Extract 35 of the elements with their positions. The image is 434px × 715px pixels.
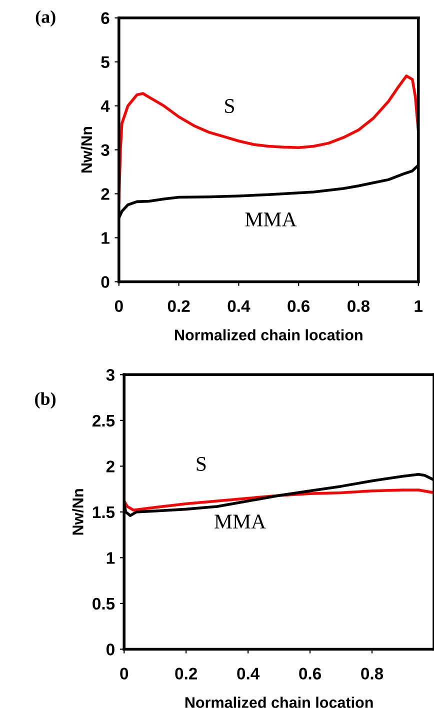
x-tick-label: 0.4	[228, 300, 250, 312]
x-tick-label: 0.2	[168, 300, 190, 312]
x-tick-label: 0.8	[348, 300, 370, 312]
y-axis-title: Nw/Nn	[72, 489, 84, 535]
y-tick-label: 1.5	[92, 506, 115, 518]
y-tick-label: 0.5	[92, 598, 115, 610]
x-tick-label: 0.6	[288, 300, 310, 312]
x-tick-label: 0.6	[299, 668, 322, 680]
x-axis-title: Normalized chain location	[185, 696, 373, 708]
y-tick-label: 6	[101, 12, 110, 24]
y-tick-label: 5	[101, 56, 110, 68]
x-tick-label: 0.8	[361, 668, 384, 680]
y-tick-label: 0	[101, 276, 110, 288]
y-tick-label: 1	[102, 232, 110, 244]
y-tick-label: 2	[101, 188, 110, 200]
y-tick-label: 2	[106, 460, 114, 472]
x-tick-label: 0	[114, 300, 123, 312]
x-axis-title: Normalized chain location	[175, 329, 362, 340]
annotation: MMA	[214, 514, 266, 528]
y-tick-label: 0	[106, 644, 114, 656]
y-tick-label: 2.5	[92, 414, 115, 427]
x-tick-label: 0.2	[175, 668, 198, 680]
y-tick-label: 3	[106, 369, 114, 381]
text: (b)	[35, 392, 56, 409]
chart-title: (a)	[36, 10, 56, 27]
x-tick-label: 1	[414, 300, 423, 312]
y-axis-title: Nw/Nn	[80, 126, 92, 173]
x-tick-label: 0.4	[237, 668, 260, 680]
y-tick-label: 3	[101, 144, 110, 156]
annotation: S	[225, 99, 234, 114]
annotation: S	[196, 456, 206, 471]
x-tick-label: 0	[120, 668, 128, 680]
annotation: MMA	[245, 212, 297, 226]
y-tick-label: 1	[106, 552, 115, 564]
y-tick-label: 4	[100, 100, 110, 112]
